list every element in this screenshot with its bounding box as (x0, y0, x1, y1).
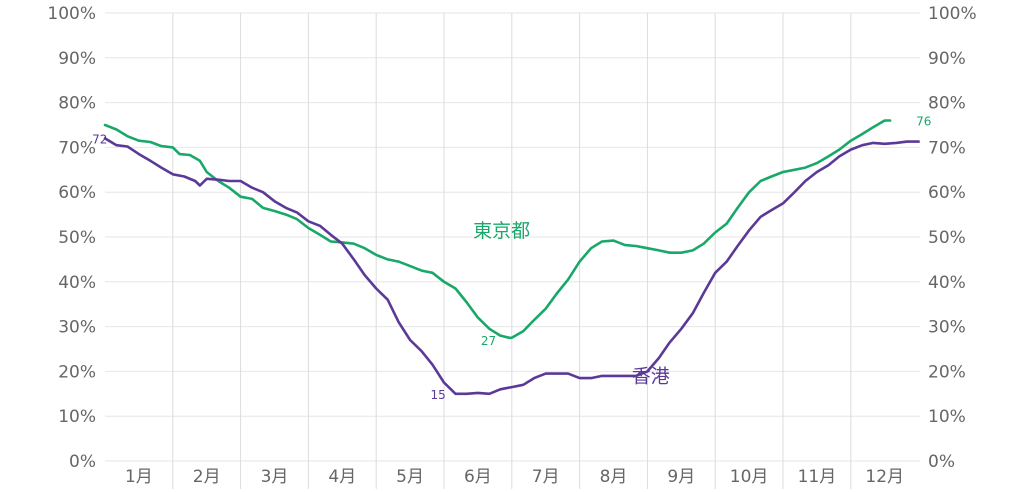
value-label: 15 (430, 388, 445, 402)
x-tick-label: 4月 (328, 467, 356, 487)
y-tick-label-right: 100% (928, 4, 977, 24)
y-tick-label-right: 90% (928, 49, 966, 69)
y-tick-label-left: 80% (58, 94, 96, 114)
y-tick-label-right: 70% (928, 138, 966, 158)
labels: 東京都 27 76 香港 72 15 (92, 115, 931, 402)
series-name-label-2: 香港 (632, 366, 670, 388)
series-line-2 (103, 137, 920, 396)
value-label: 76 (916, 115, 931, 129)
y-tick-label-left: 70% (58, 138, 96, 158)
x-tick-label: 7月 (532, 467, 560, 487)
value-label: 27 (481, 334, 496, 348)
y-tick-label-left: 100% (47, 4, 96, 24)
x-tick-label: 3月 (261, 467, 289, 487)
y-tick-label-left: 90% (58, 49, 96, 69)
y-tick-label-right: 30% (928, 318, 966, 338)
y-tick-label-right: 0% (928, 452, 955, 472)
y-tick-label-right: 20% (928, 362, 966, 382)
y-tick-label-right: 10% (928, 407, 966, 427)
y-tick-label-left: 10% (58, 407, 96, 427)
x-tick-label: 8月 (600, 467, 628, 487)
y-tick-label-left: 60% (58, 183, 96, 203)
y-tick-label-right: 40% (928, 273, 966, 293)
x-axis: 1月 2月 3月 4月 5月 6月 7月 8月 9月 10月 11月 12月 (125, 467, 904, 487)
x-tick-label: 11月 (798, 467, 837, 487)
y-tick-label-left: 30% (58, 318, 96, 338)
series (103, 119, 920, 396)
y-axis-left: 0% 10% 20% 30% 40% 50% 60% 70% 80% 90% 100% (47, 4, 96, 472)
x-tick-label: 5月 (396, 467, 424, 487)
x-tick-label: 2月 (193, 467, 221, 487)
x-tick-label: 10月 (730, 467, 769, 487)
x-tick-label: 12月 (865, 467, 904, 487)
grid (105, 12, 920, 489)
y-tick-label-left: 0% (69, 452, 96, 472)
y-tick-label-right: 60% (928, 183, 966, 203)
x-tick-label: 1月 (125, 467, 153, 487)
y-tick-label-left: 40% (58, 273, 96, 293)
y-tick-label-right: 50% (928, 228, 966, 248)
y-axis-right: 0% 10% 20% 30% 40% 50% 60% 70% 80% 90% 100% (928, 4, 977, 472)
series-line-1 (103, 119, 892, 340)
series-name-label-1: 東京都 (473, 220, 530, 242)
value-label: 72 (92, 132, 107, 146)
y-tick-label-right: 80% (928, 94, 966, 114)
x-tick-label: 9月 (667, 467, 695, 487)
y-tick-label-left: 50% (58, 228, 96, 248)
y-tick-label-left: 20% (58, 362, 96, 382)
x-tick-label: 6月 (464, 467, 492, 487)
